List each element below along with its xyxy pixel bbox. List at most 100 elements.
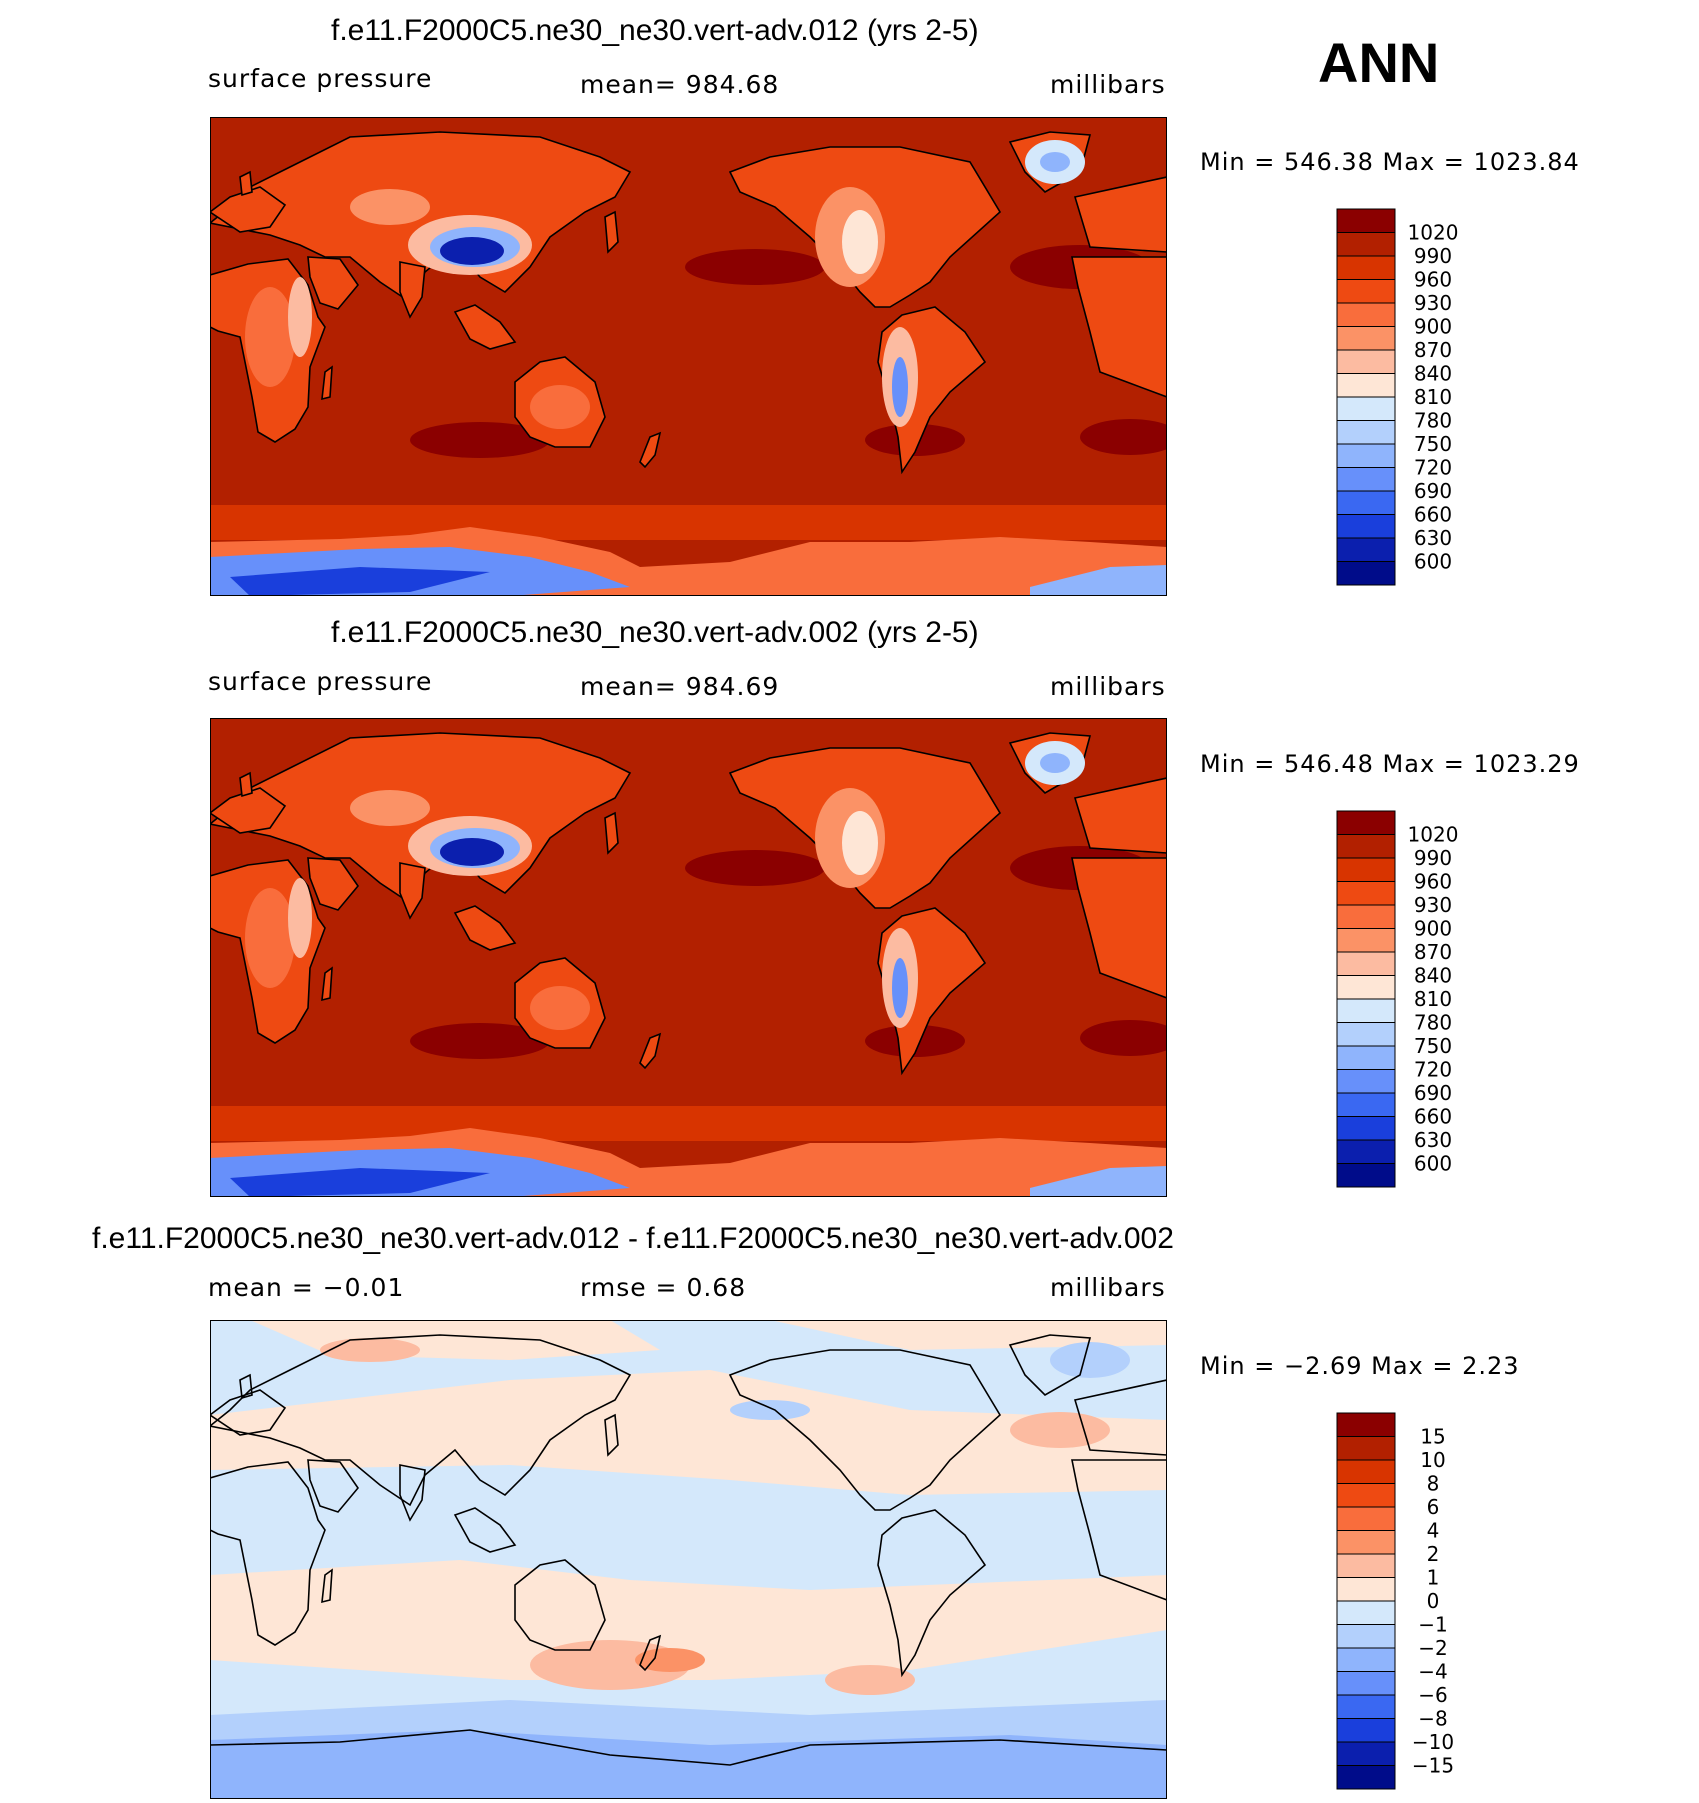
panel-3-map xyxy=(210,1320,1167,1799)
colorbar-swatch xyxy=(1336,881,1396,906)
colorbar-tick-label: −15 xyxy=(1412,1754,1454,1778)
panel-1-mean-label: mean= 984.68 xyxy=(580,70,780,99)
colorbar-tick-label: 870 xyxy=(1414,338,1452,362)
colorbar-tick-label: 6 xyxy=(1427,1495,1440,1519)
colorbar-tick-label: 2 xyxy=(1427,1542,1440,1566)
colorbar-swatch xyxy=(1336,1022,1396,1047)
colorbar-tick-label: 8 xyxy=(1427,1472,1440,1496)
panel-1-units-label: millibars xyxy=(1050,70,1166,99)
colorbar-swatch xyxy=(1336,998,1396,1023)
colorbar-tick-label: 630 xyxy=(1414,1128,1452,1152)
colorbar-tick-label: −2 xyxy=(1418,1636,1447,1660)
colorbar-swatch xyxy=(1336,326,1396,351)
colorbar-tick-label: 600 xyxy=(1414,550,1452,574)
colorbar-swatch xyxy=(1336,1647,1396,1672)
colorbar-tick-label: 900 xyxy=(1414,917,1452,941)
colorbar-swatch xyxy=(1336,928,1396,953)
colorbar-tick-label: 1020 xyxy=(1408,221,1459,245)
colorbar-tick-label: 630 xyxy=(1414,526,1452,550)
colorbar-tick-label: −10 xyxy=(1412,1730,1454,1754)
colorbar-swatch xyxy=(1336,279,1396,304)
colorbar-swatch xyxy=(1336,857,1396,882)
colorbar-swatch xyxy=(1336,1412,1396,1437)
colorbar-swatch xyxy=(1336,373,1396,398)
colorbar-swatch xyxy=(1336,1092,1396,1117)
colorbar-tick-label: −6 xyxy=(1418,1683,1447,1707)
panel-2-variable-label: surface pressure xyxy=(208,667,433,696)
colorbar-swatch xyxy=(1336,1600,1396,1625)
colorbar-tick-label: 780 xyxy=(1414,409,1452,433)
colorbar-tick-label: 840 xyxy=(1414,362,1452,386)
colorbar-swatch xyxy=(1336,1163,1396,1188)
colorbar-swatch xyxy=(1336,1718,1396,1743)
colorbar-swatch xyxy=(1336,1045,1396,1070)
colorbar-tick-label: 900 xyxy=(1414,315,1452,339)
colorbar-tick-label: −1 xyxy=(1418,1613,1447,1637)
panel-1-title: f.e11.F2000C5.ne30_ne30.vert-adv.012 (yr… xyxy=(331,14,979,47)
colorbar-swatch xyxy=(1336,975,1396,1000)
colorbar-swatch xyxy=(1336,467,1396,492)
panel-1-variable-label: surface pressure xyxy=(208,64,433,93)
colorbar-swatch xyxy=(1336,1483,1396,1508)
colorbar-tick-label: 660 xyxy=(1414,503,1452,527)
colorbar-tick-label: 840 xyxy=(1414,964,1452,988)
colorbar-swatch xyxy=(1336,834,1396,859)
colorbar-swatch xyxy=(1336,1069,1396,1094)
colorbar-tick-label: 1 xyxy=(1427,1566,1440,1590)
panel-2-min-max: Min = 546.48 Max = 1023.29 xyxy=(1200,750,1580,778)
panel-1-map xyxy=(210,117,1167,596)
colorbar-tick-label: 870 xyxy=(1414,940,1452,964)
colorbar-swatch xyxy=(1336,514,1396,539)
panel-3-mean-label: mean = −0.01 xyxy=(208,1273,405,1302)
panel-3-units-label: millibars xyxy=(1050,1273,1166,1302)
colorbar-swatch xyxy=(1336,443,1396,468)
colorbar-swatch xyxy=(1336,1506,1396,1531)
colorbar-swatch xyxy=(1336,1116,1396,1141)
panel-3-rmse-label: rmse = 0.68 xyxy=(580,1273,747,1302)
colorbar-swatch xyxy=(1336,951,1396,976)
colorbar-tick-label: 1020 xyxy=(1408,823,1459,847)
colorbar-swatch xyxy=(1336,420,1396,445)
panel-2-units-label: millibars xyxy=(1050,672,1166,701)
colorbar-tick-label: 960 xyxy=(1414,870,1452,894)
panel-1-min-max: Min = 546.38 Max = 1023.84 xyxy=(1200,148,1580,176)
colorbar-tick-label: 690 xyxy=(1414,479,1452,503)
colorbar-tick-label: 600 xyxy=(1414,1152,1452,1176)
colorbar-tick-label: −8 xyxy=(1418,1707,1447,1731)
colorbar-swatch xyxy=(1336,1765,1396,1790)
colorbar-swatch xyxy=(1336,810,1396,835)
colorbar-swatch xyxy=(1336,537,1396,562)
colorbar-tick-label: 750 xyxy=(1414,432,1452,456)
colorbar-swatch xyxy=(1336,1671,1396,1696)
colorbar-tick-label: 4 xyxy=(1427,1519,1440,1543)
colorbar-tick-label: 930 xyxy=(1414,893,1452,917)
colorbar-tick-label: 810 xyxy=(1414,385,1452,409)
colorbar-swatch xyxy=(1336,561,1396,586)
colorbar-swatch xyxy=(1336,490,1396,515)
colorbar-tick-label: 0 xyxy=(1427,1589,1440,1613)
colorbar-swatch xyxy=(1336,904,1396,929)
panel-2-title: f.e11.F2000C5.ne30_ne30.vert-adv.002 (yr… xyxy=(331,616,979,649)
colorbar-swatch xyxy=(1336,396,1396,421)
colorbar-swatch xyxy=(1336,349,1396,374)
colorbar-swatch xyxy=(1336,1530,1396,1555)
colorbar-tick-label: 960 xyxy=(1414,268,1452,292)
colorbar-tick-label: 15 xyxy=(1420,1425,1445,1449)
panel-2-mean-label: mean= 984.69 xyxy=(580,672,780,701)
colorbar-tick-label: 750 xyxy=(1414,1034,1452,1058)
colorbar-tick-label: 930 xyxy=(1414,291,1452,315)
panel-3-title: f.e11.F2000C5.ne30_ne30.vert-adv.012 - f… xyxy=(92,1222,1174,1255)
colorbar-swatch xyxy=(1336,1577,1396,1602)
colorbar-swatch xyxy=(1336,232,1396,257)
colorbar-tick-label: 990 xyxy=(1414,244,1452,268)
colorbar-swatch xyxy=(1336,1459,1396,1484)
colorbar-swatch xyxy=(1336,1436,1396,1461)
colorbar-swatch xyxy=(1336,1139,1396,1164)
colorbar-tick-label: 780 xyxy=(1414,1011,1452,1035)
colorbar-swatch xyxy=(1336,1553,1396,1578)
colorbar-swatch xyxy=(1336,302,1396,327)
colorbar-swatch xyxy=(1336,208,1396,233)
colorbar-tick-label: −4 xyxy=(1418,1660,1447,1684)
colorbar-tick-label: 720 xyxy=(1414,1058,1452,1082)
